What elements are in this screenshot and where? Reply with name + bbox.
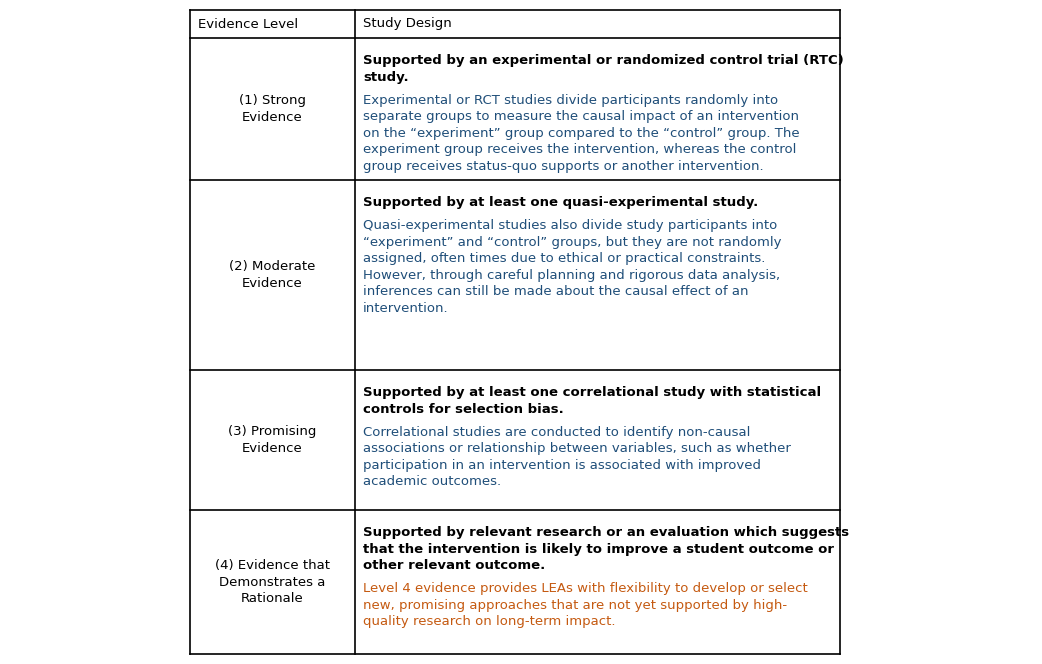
Text: Study Design: Study Design [363, 17, 452, 31]
Text: Quasi-experimental studies also divide study participants into
“experiment” and : Quasi-experimental studies also divide s… [363, 219, 782, 315]
Text: Experimental or RCT studies divide participants randomly into
separate groups to: Experimental or RCT studies divide parti… [363, 94, 799, 173]
Text: (3) Promising
Evidence: (3) Promising Evidence [228, 425, 317, 455]
Text: Correlational studies are conducted to identify non-causal
associations or relat: Correlational studies are conducted to i… [363, 426, 791, 488]
Text: Supported by relevant research or an evaluation which suggests
that the interven: Supported by relevant research or an eva… [363, 527, 849, 572]
Text: Supported by an experimental or randomized control trial (RTC)
study.: Supported by an experimental or randomiz… [363, 54, 844, 84]
Text: Supported by at least one correlational study with statistical
controls for sele: Supported by at least one correlational … [363, 386, 821, 416]
Text: Level 4 evidence provides LEAs with flexibility to develop or select
new, promis: Level 4 evidence provides LEAs with flex… [363, 582, 808, 628]
Text: (4) Evidence that
Demonstrates a
Rationale: (4) Evidence that Demonstrates a Rationa… [215, 558, 330, 606]
Text: (2) Moderate
Evidence: (2) Moderate Evidence [229, 260, 316, 290]
Text: Evidence Level: Evidence Level [198, 17, 298, 31]
Text: Supported by at least one quasi-experimental study.: Supported by at least one quasi-experime… [363, 197, 759, 209]
Text: (1) Strong
Evidence: (1) Strong Evidence [239, 94, 306, 124]
